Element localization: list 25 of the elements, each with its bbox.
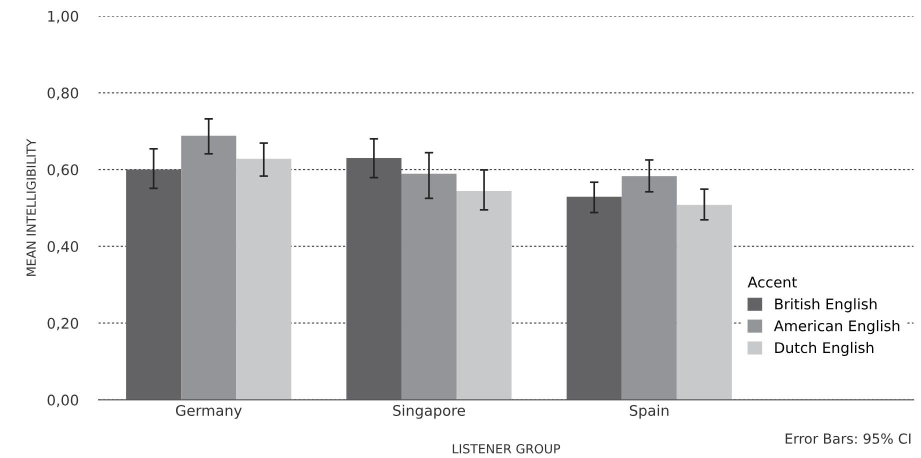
legend-label: Dutch English (775, 342, 874, 356)
y-axis-title: MEAN INTELLIGIBILITY (26, 138, 36, 276)
bar (181, 136, 236, 400)
bar (622, 176, 677, 400)
bar (566, 196, 622, 400)
y-tick-label: 0,60 (48, 164, 78, 177)
legend-title: Accent (748, 276, 797, 288)
bar (401, 174, 457, 400)
y-tick-label: 0,80 (48, 88, 78, 100)
y-tick-label: 1,00 (48, 10, 78, 24)
y-tick-label: 0,00 (48, 394, 78, 408)
y-tick-label: 0,20 (48, 318, 78, 330)
bar (676, 204, 732, 400)
y-tick-label: 0,40 (48, 241, 78, 254)
legend-label: British English (775, 298, 877, 312)
x-tick-label: Spain (630, 404, 668, 419)
bar (346, 158, 402, 400)
legend-label: American English (774, 320, 900, 334)
bar (236, 158, 292, 400)
text: Error Bars: 95% CI (786, 433, 910, 444)
bar (126, 170, 182, 400)
bar (456, 191, 512, 400)
x-tick-label: Germany (176, 404, 242, 419)
x-tick-label: Singapore (393, 404, 465, 419)
x-axis-title: LISTENER GROUP (452, 444, 560, 454)
